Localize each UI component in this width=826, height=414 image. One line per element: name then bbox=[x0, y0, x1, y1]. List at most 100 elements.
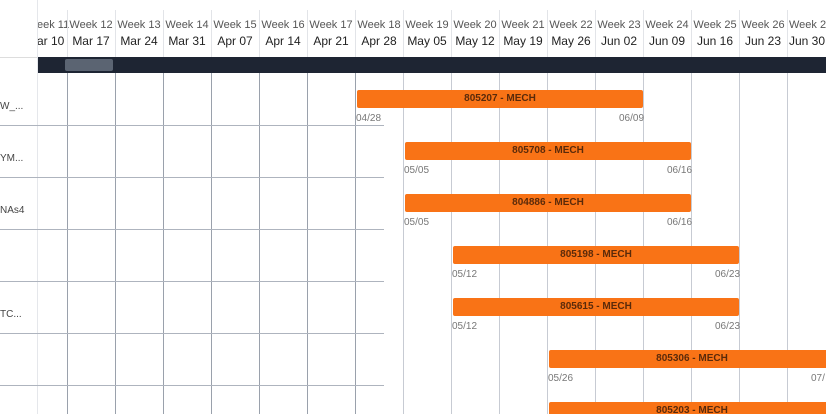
header-divider bbox=[691, 10, 692, 57]
grid-line bbox=[163, 73, 164, 414]
week-date: Apr 07 bbox=[217, 34, 253, 48]
row-label: YM... bbox=[0, 153, 24, 164]
week-date: Jun 02 bbox=[600, 34, 638, 48]
row-label: TC... bbox=[0, 309, 22, 320]
week-date: May 05 bbox=[407, 34, 447, 48]
week-date: Jun 30 bbox=[789, 34, 826, 48]
header-divider bbox=[643, 10, 644, 57]
task-bar[interactable]: 805306 - MECH bbox=[549, 350, 826, 368]
grid-line bbox=[115, 73, 116, 414]
start-date: 05/26 bbox=[548, 373, 574, 384]
scrollbar[interactable] bbox=[37, 57, 826, 73]
week-label: Week 17 bbox=[309, 19, 353, 31]
week-date: Jun 09 bbox=[648, 34, 686, 48]
task-bar[interactable]: 805203 - MECH bbox=[549, 402, 826, 414]
week-date: Apr 21 bbox=[313, 34, 349, 48]
header-divider bbox=[595, 10, 596, 57]
header-divider bbox=[499, 10, 500, 57]
grid-line bbox=[643, 73, 644, 414]
scroll-thumb[interactable] bbox=[65, 59, 113, 71]
header-divider bbox=[211, 10, 212, 57]
week-label: Week 22 bbox=[549, 19, 593, 31]
week-label: Week 13 bbox=[117, 19, 161, 31]
panel-divider bbox=[37, 0, 38, 414]
end-date: 07/ bbox=[811, 373, 825, 384]
header-divider bbox=[163, 10, 164, 57]
grid-line bbox=[499, 73, 500, 414]
week-label: Week 21 bbox=[501, 19, 545, 31]
week-date: Jun 16 bbox=[696, 34, 734, 48]
grid-line bbox=[787, 73, 788, 414]
end-date: 06/23 bbox=[715, 269, 741, 280]
week-date: Apr 14 bbox=[265, 34, 301, 48]
row-line bbox=[0, 229, 384, 230]
week-date: Jun 23 bbox=[744, 34, 782, 48]
week-date: May 12 bbox=[455, 34, 495, 48]
start-date: 05/05 bbox=[404, 217, 430, 228]
grid-line bbox=[259, 73, 260, 414]
week-date: Apr 28 bbox=[361, 34, 397, 48]
week-date: Mar 31 bbox=[168, 34, 206, 48]
week-label: Week 25 bbox=[693, 19, 737, 31]
start-date: 05/05 bbox=[404, 165, 430, 176]
header-divider bbox=[355, 10, 356, 57]
start-date: 04/28 bbox=[356, 113, 382, 124]
week-label: Week 12 bbox=[69, 19, 113, 31]
grid-line bbox=[307, 73, 308, 414]
grid-line bbox=[739, 73, 740, 414]
header-divider bbox=[451, 10, 452, 57]
grid-line bbox=[211, 73, 212, 414]
row-line bbox=[0, 177, 384, 178]
week-date: May 19 bbox=[503, 34, 543, 48]
week-date: ar 10 bbox=[37, 34, 65, 48]
header-divider bbox=[547, 10, 548, 57]
end-date: 06/16 bbox=[667, 217, 693, 228]
task-bar[interactable]: 804886 - MECH bbox=[405, 194, 691, 212]
week-label: Week 2 bbox=[789, 19, 826, 31]
week-label: Week 14 bbox=[165, 19, 209, 31]
week-label: Week 16 bbox=[261, 19, 305, 31]
grid-line bbox=[451, 73, 452, 414]
row-line bbox=[0, 333, 384, 334]
grid-line bbox=[355, 73, 356, 414]
header-divider bbox=[259, 10, 260, 57]
header-divider bbox=[739, 10, 740, 57]
header-divider bbox=[115, 10, 116, 57]
grid-line bbox=[547, 73, 548, 414]
week-date: May 26 bbox=[551, 34, 591, 48]
task-bar[interactable]: 805198 - MECH bbox=[453, 246, 739, 264]
row-line bbox=[0, 125, 384, 126]
task-bar[interactable]: 805615 - MECH bbox=[453, 298, 739, 316]
week-label: Week 18 bbox=[357, 19, 401, 31]
week-label: eek 11 bbox=[37, 19, 70, 31]
week-label: Week 24 bbox=[645, 19, 689, 31]
end-date: 06/09 bbox=[619, 113, 645, 124]
task-bar[interactable]: 805207 - MECH bbox=[357, 90, 643, 108]
row-line bbox=[0, 385, 384, 386]
start-date: 05/12 bbox=[452, 269, 478, 280]
week-label: Week 20 bbox=[453, 19, 497, 31]
grid-line bbox=[595, 73, 596, 414]
header-divider bbox=[67, 10, 68, 57]
week-label: Week 26 bbox=[741, 19, 785, 31]
row-label: W_... bbox=[0, 101, 24, 112]
header-divider bbox=[787, 10, 788, 57]
grid-line bbox=[67, 73, 68, 414]
left-panel bbox=[0, 73, 37, 414]
row-label: NAs4 bbox=[0, 205, 25, 216]
header-divider bbox=[307, 10, 308, 57]
week-label: Week 23 bbox=[597, 19, 641, 31]
week-date: Mar 17 bbox=[72, 34, 110, 48]
grid-line bbox=[403, 73, 404, 414]
week-label: Week 15 bbox=[213, 19, 257, 31]
row-line bbox=[0, 281, 384, 282]
week-date: Mar 24 bbox=[120, 34, 158, 48]
header-divider bbox=[403, 10, 404, 57]
task-bar[interactable]: 805708 - MECH bbox=[405, 142, 691, 160]
end-date: 06/23 bbox=[715, 321, 741, 332]
end-date: 06/16 bbox=[667, 165, 693, 176]
week-label: Week 19 bbox=[405, 19, 449, 31]
start-date: 05/12 bbox=[452, 321, 478, 332]
grid-line bbox=[691, 73, 692, 414]
